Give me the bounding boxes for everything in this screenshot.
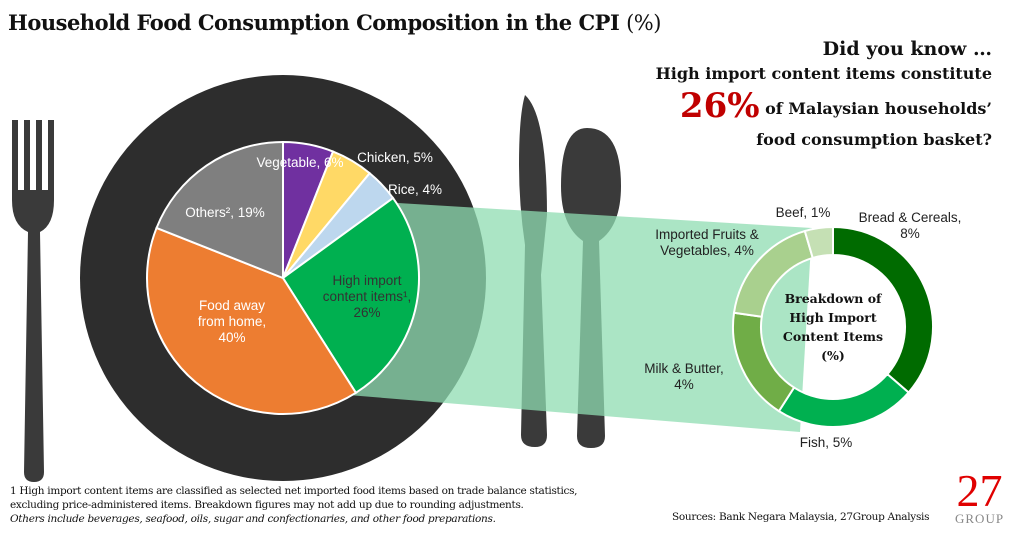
callout-line: High import content items constitute <box>655 64 992 83</box>
pie-label-others: Others², 19% <box>185 205 265 220</box>
chart-title: Household Food Consumption Composition i… <box>8 10 661 35</box>
pie-label-high-import-content-items: High import content items¹, 26% <box>322 273 412 320</box>
donut-center-label: Breakdown of High Import Content Items (%) <box>782 291 884 363</box>
callout-heading: Did you know … <box>822 38 992 60</box>
connector-band <box>348 203 812 432</box>
footnote-2: Others include beverages, seafood, oils,… <box>10 513 496 525</box>
main-pie <box>146 140 420 415</box>
donut-slice-beef <box>803 225 834 260</box>
callout-highlight: 26% <box>679 86 760 126</box>
footnotes: 1 High import content items are classifi… <box>10 484 578 526</box>
donut-label-fish: Fish, 5% <box>799 435 853 450</box>
pie-slice-others <box>155 140 284 280</box>
pie-label-chicken: Chicken, 5% <box>357 150 433 165</box>
pie-slice-food-away-from-home <box>146 226 358 415</box>
sources: Sources: Bank Negara Malaysia, 27Group A… <box>672 511 930 523</box>
callout-line: of Malaysian households’ <box>765 99 992 118</box>
donut-label-bread-cereals: Bread & Cereals, 8% <box>858 210 962 241</box>
breakdown-donut <box>732 225 934 428</box>
footnote-1-cont: excluding price-administered items. Brea… <box>10 499 524 511</box>
donut-label-beef: Beef, 1% <box>775 205 831 220</box>
pie-slice-high-import-content-items <box>281 196 420 395</box>
pie-label-vegetable: Vegetable, 6% <box>256 155 344 170</box>
footnote-1: 1 High import content items are classifi… <box>10 485 578 497</box>
donut-label-milk-butter: Milk & Butter, 4% <box>644 361 724 392</box>
27group-logo: 27 GROUP <box>955 465 1005 526</box>
did-you-know-callout: Did you know … High import content items… <box>656 36 992 151</box>
fork-icon <box>12 120 54 482</box>
pie-label-food-away-from-home: Food away from home, 40% <box>197 298 267 345</box>
donut-label-imported-fruits-vegetables: Imported Fruits & Vegetables, 4% <box>655 227 759 258</box>
pie-label-rice: Rice, 4% <box>387 182 443 197</box>
callout-line: food consumption basket? <box>756 130 992 149</box>
